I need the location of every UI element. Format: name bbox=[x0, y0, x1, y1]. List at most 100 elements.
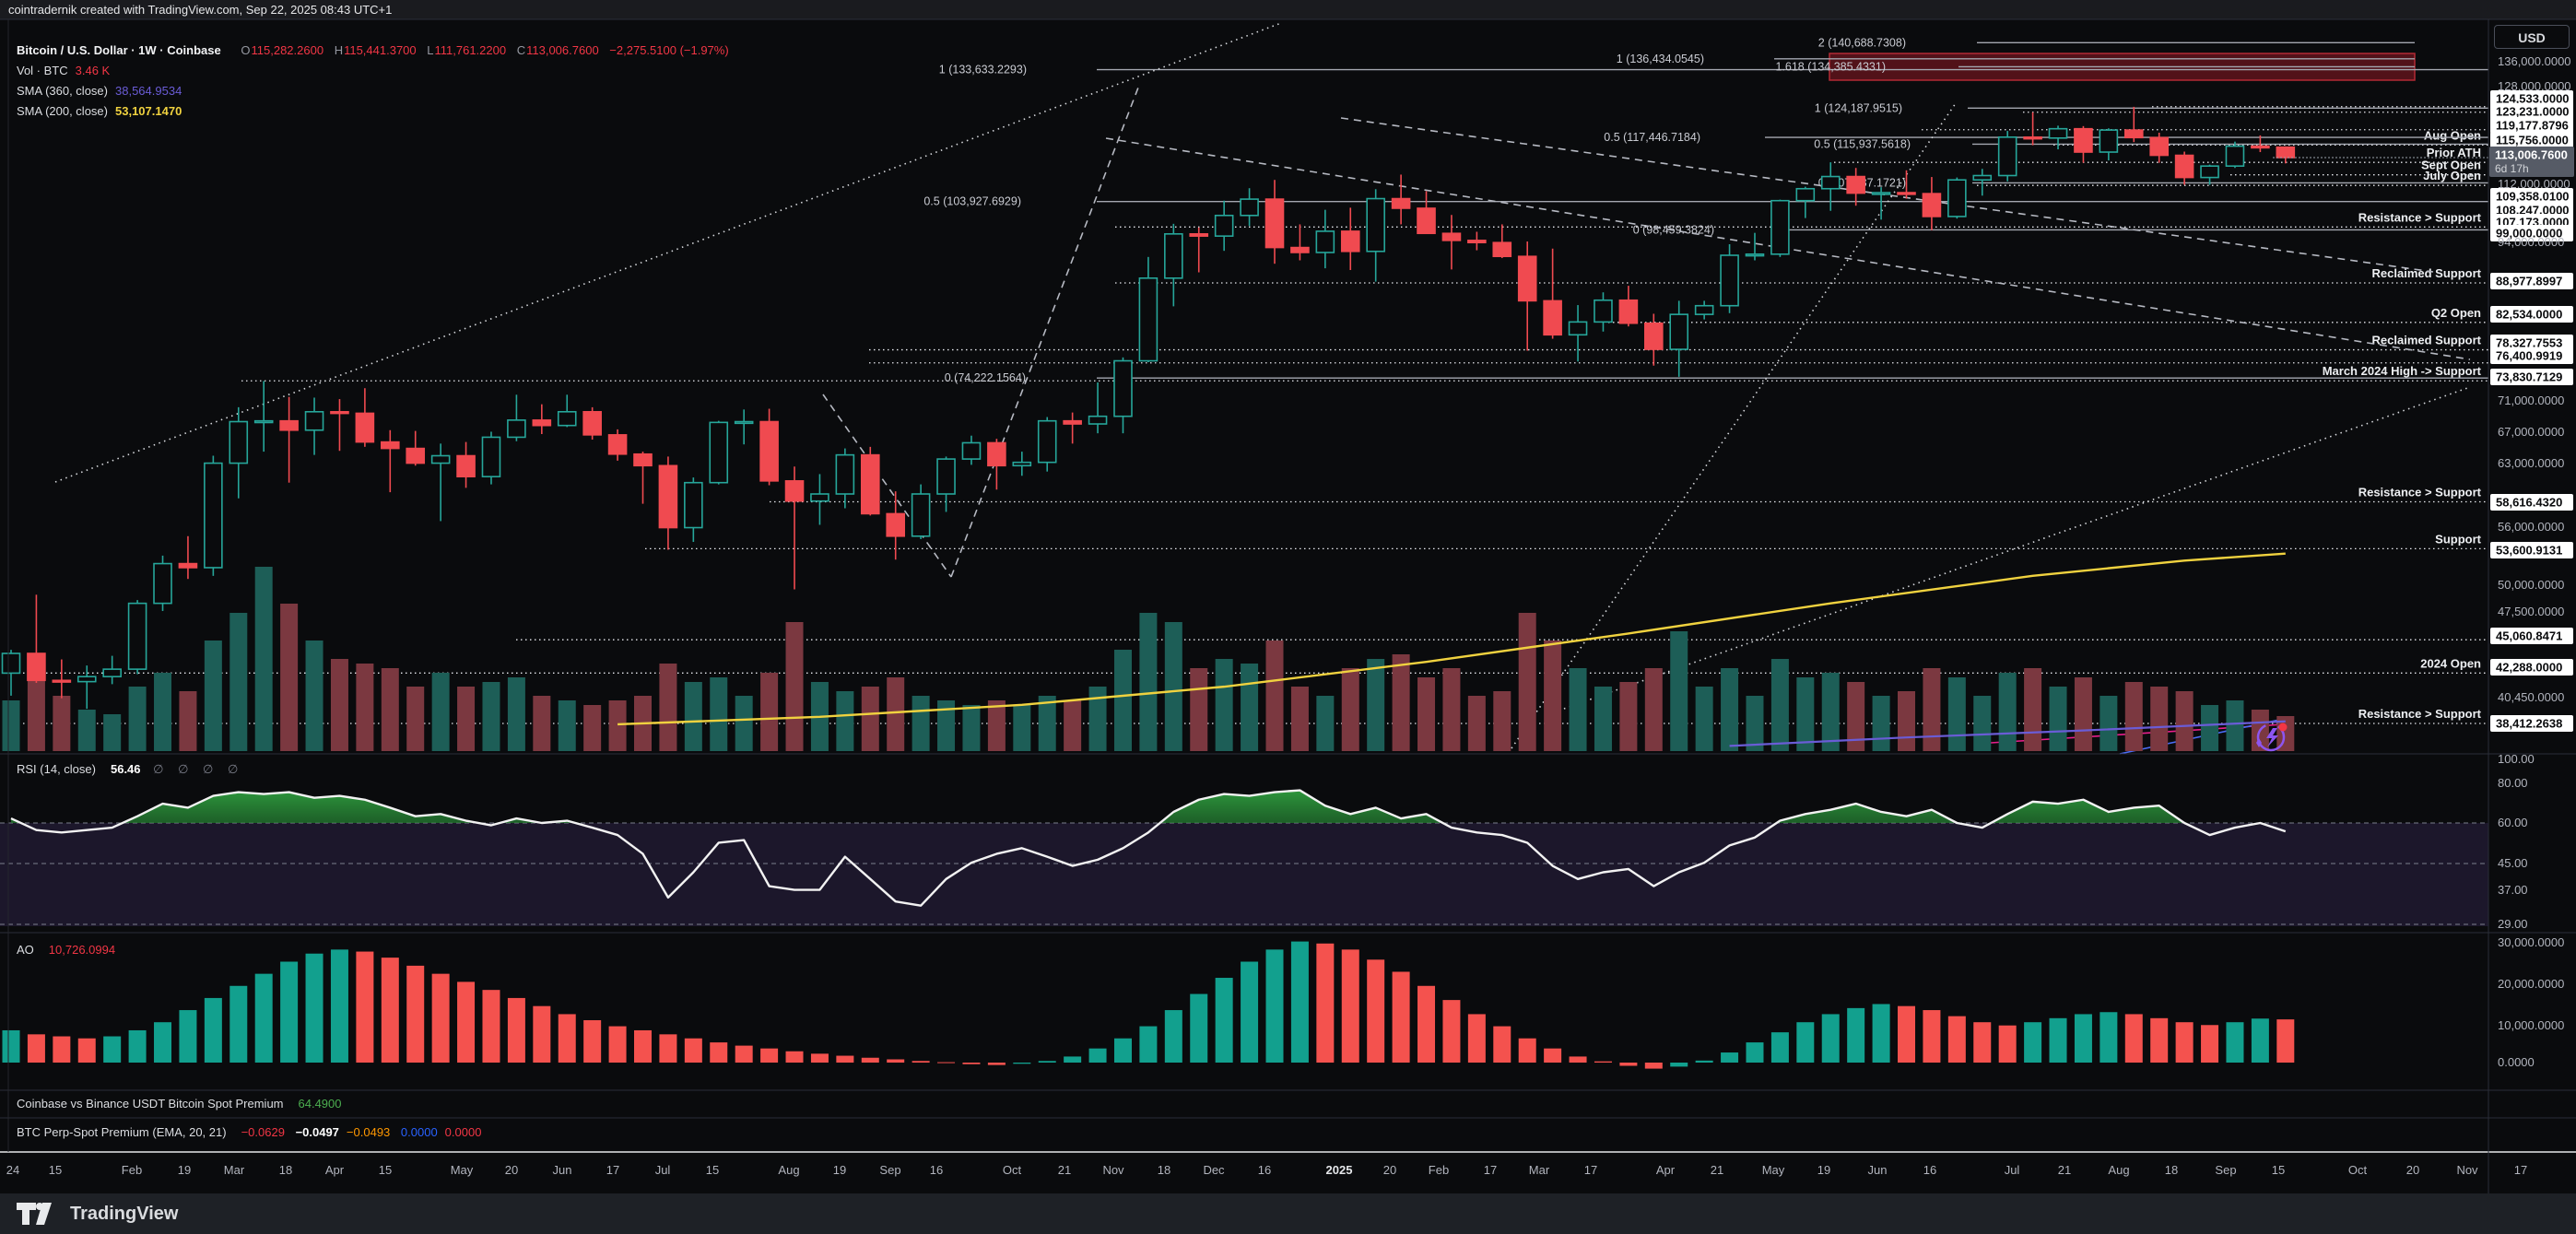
ao-bar bbox=[482, 990, 500, 1063]
time-axis-label[interactable]: 21 bbox=[2058, 1163, 2071, 1177]
time-axis-label[interactable]: Mar bbox=[224, 1163, 245, 1177]
candle-body bbox=[1922, 193, 1942, 217]
volume-bar bbox=[1770, 659, 1789, 751]
fib-label[interactable]: 0 (74,222.1564) bbox=[945, 371, 1026, 384]
time-axis-label[interactable]: Mar bbox=[1529, 1163, 1550, 1177]
time-axis-label[interactable]: Jun bbox=[1868, 1163, 1888, 1177]
ao-bar bbox=[1998, 1025, 2017, 1063]
level-annotation[interactable]: Reclaimed Support bbox=[2372, 334, 2482, 347]
time-axis-label[interactable]: Aug bbox=[778, 1163, 799, 1177]
time-axis-label[interactable]: 18 bbox=[279, 1163, 292, 1177]
level-annotation[interactable]: March 2024 High -> Support bbox=[2323, 364, 2482, 378]
candle-body bbox=[27, 652, 46, 682]
spot-premium-label[interactable]: Coinbase vs Binance USDT Bitcoin Spot Pr… bbox=[17, 1097, 284, 1111]
time-axis-label[interactable]: May bbox=[1762, 1163, 1785, 1177]
perp-premium-label[interactable]: BTC Perp-Spot Premium (EMA, 20, 21) bbox=[17, 1125, 227, 1139]
candle-body bbox=[1164, 233, 1183, 279]
ao-legend: AO 10,726.0994 bbox=[17, 940, 115, 960]
tradingview-logo[interactable] bbox=[17, 1201, 59, 1227]
fib-label[interactable]: 1 (136,434.0545) bbox=[1617, 53, 1704, 65]
time-axis-label[interactable]: 19 bbox=[178, 1163, 191, 1177]
time-axis-label[interactable]: Nov bbox=[1102, 1163, 1124, 1177]
time-axis-label[interactable]: Feb bbox=[122, 1163, 142, 1177]
time-axis-label[interactable]: 17 bbox=[1484, 1163, 1497, 1177]
time-axis-label[interactable]: Feb bbox=[1429, 1163, 1449, 1177]
time-axis-label[interactable]: 18 bbox=[2165, 1163, 2178, 1177]
fib-label[interactable]: 2 (140,688.7308) bbox=[1818, 36, 1906, 49]
time-axis-label[interactable]: 16 bbox=[1923, 1163, 1936, 1177]
rsi-label[interactable]: RSI (14, close) bbox=[17, 762, 96, 776]
level-annotation[interactable]: Reclaimed Support bbox=[2372, 266, 2482, 280]
ao-bar bbox=[2175, 1022, 2194, 1063]
currency-toggle-button[interactable]: USD bbox=[2494, 25, 2570, 49]
ao-bar bbox=[1569, 1056, 1587, 1063]
level-annotation[interactable]: Q2 Open bbox=[2431, 306, 2481, 320]
level-annotation[interactable]: Resistance > Support bbox=[2358, 210, 2482, 224]
time-axis-label[interactable]: 20 bbox=[505, 1163, 518, 1177]
time-axis-label[interactable]: 18 bbox=[1158, 1163, 1170, 1177]
time-axis-label[interactable]: 17 bbox=[1584, 1163, 1597, 1177]
volume-bar bbox=[558, 700, 576, 751]
time-axis-label[interactable]: 21 bbox=[1058, 1163, 1071, 1177]
time-axis-label[interactable]: 15 bbox=[706, 1163, 719, 1177]
time-axis-label[interactable]: 16 bbox=[1258, 1163, 1271, 1177]
level-annotation[interactable]: Resistance > Support bbox=[2358, 486, 2482, 499]
time-axis-label[interactable]: Oct bbox=[1003, 1163, 1022, 1177]
level-annotation[interactable]: July Open bbox=[2423, 169, 2481, 182]
time-axis-label[interactable]: 15 bbox=[49, 1163, 62, 1177]
time-axis-label[interactable]: 17 bbox=[2514, 1163, 2527, 1177]
candle-body bbox=[1594, 299, 1613, 323]
time-axis-label[interactable]: 2025 bbox=[1326, 1163, 1353, 1177]
time-axis-label[interactable]: Apr bbox=[325, 1163, 345, 1177]
current-price-countdown: 6d 17h bbox=[2495, 162, 2529, 175]
time-axis-label[interactable]: Jul bbox=[2005, 1163, 2020, 1177]
ao-bar bbox=[987, 1063, 1006, 1065]
fib-label[interactable]: 1.618 (134,385.4331) bbox=[1775, 60, 1886, 73]
time-axis-label[interactable]: Jun bbox=[553, 1163, 572, 1177]
time-axis-label[interactable]: Aug bbox=[2108, 1163, 2129, 1177]
level-annotation[interactable]: Sept Open bbox=[2421, 159, 2481, 172]
time-axis-label[interactable]: Sep bbox=[2215, 1163, 2236, 1177]
fib-label[interactable]: 1 (133,633.2293) bbox=[939, 64, 1027, 76]
fib-label[interactable]: 1 (124,187.9515) bbox=[1815, 101, 1902, 114]
time-axis-label[interactable]: Sep bbox=[879, 1163, 900, 1177]
time-axis-label[interactable]: Nov bbox=[2456, 1163, 2478, 1177]
level-annotation[interactable]: Aug Open bbox=[2424, 128, 2481, 142]
candle-body bbox=[52, 679, 72, 683]
fib-label[interactable]: 0.5 (103,927.6929) bbox=[923, 195, 1021, 208]
time-axis-label[interactable]: Jul bbox=[655, 1163, 671, 1177]
sma200-label[interactable]: SMA (200, close) bbox=[17, 104, 108, 118]
level-annotation[interactable]: 2024 Open bbox=[2420, 656, 2481, 670]
time-axis-label[interactable]: May bbox=[451, 1163, 474, 1177]
time-axis-label[interactable]: 20 bbox=[1383, 1163, 1396, 1177]
time-axis-label[interactable]: 16 bbox=[930, 1163, 943, 1177]
volume-bar bbox=[1241, 664, 1259, 751]
volume-bar bbox=[684, 682, 702, 751]
scale-grid-label: 37.00 bbox=[2498, 883, 2528, 897]
sma360-label[interactable]: SMA (360, close) bbox=[17, 84, 108, 98]
symbol-title[interactable]: Bitcoin / U.S. Dollar · 1W · Coinbase bbox=[17, 43, 221, 57]
scale-price-chip bbox=[2490, 188, 2573, 205]
time-axis-label[interactable]: 17 bbox=[606, 1163, 619, 1177]
volume-label[interactable]: Vol · BTC bbox=[17, 64, 68, 77]
level-annotation[interactable]: Resistance > Support bbox=[2358, 707, 2482, 721]
candle-body bbox=[406, 447, 426, 464]
level-annotation[interactable]: Prior ATH bbox=[2427, 146, 2481, 159]
time-axis-label[interactable]: Apr bbox=[1656, 1163, 1676, 1177]
level-annotation[interactable]: Support bbox=[2435, 532, 2481, 546]
time-axis-label[interactable]: 15 bbox=[2272, 1163, 2285, 1177]
time-axis-label[interactable]: Oct bbox=[2348, 1163, 2368, 1177]
ao-label[interactable]: AO bbox=[17, 943, 34, 957]
ao-bar bbox=[2024, 1022, 2042, 1063]
fib-label[interactable]: 0.5 (117,446.7184) bbox=[1604, 131, 1700, 144]
time-axis-label[interactable]: 15 bbox=[379, 1163, 392, 1177]
time-axis-label[interactable]: Dec bbox=[1203, 1163, 1225, 1177]
time-axis-label[interactable]: 24 bbox=[6, 1163, 19, 1177]
time-axis-label[interactable]: 19 bbox=[833, 1163, 846, 1177]
time-axis-label[interactable]: 19 bbox=[1817, 1163, 1830, 1177]
time-axis-label[interactable]: 21 bbox=[1711, 1163, 1723, 1177]
fib-label[interactable]: 0.5 (115,937.5618) bbox=[1814, 137, 1911, 150]
time-axis-label[interactable]: 20 bbox=[2406, 1163, 2419, 1177]
